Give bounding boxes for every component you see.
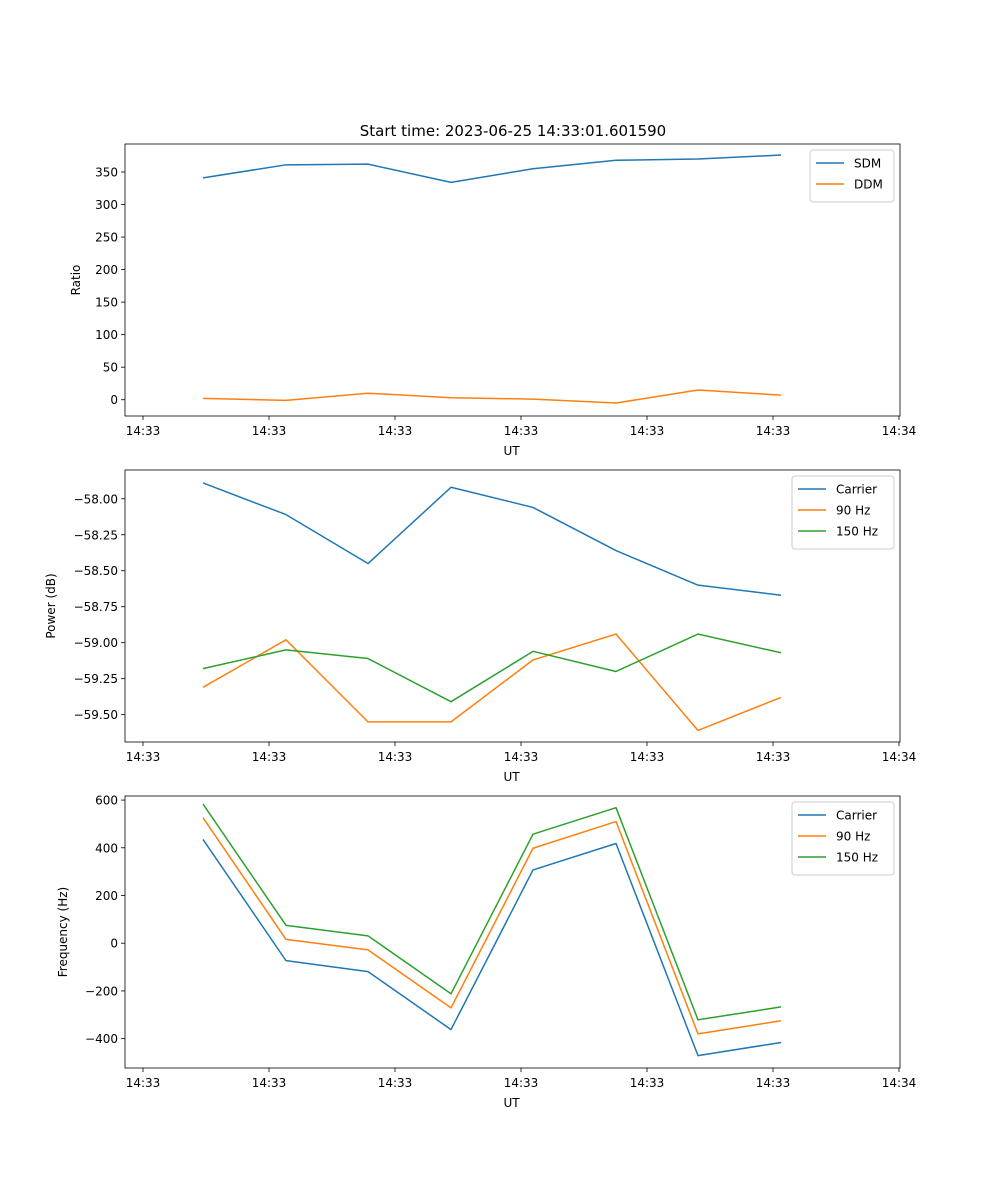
legend-label: SDM (854, 157, 881, 171)
y-tick-label: −58.50 (74, 564, 118, 578)
x-tick-label: 14:33 (126, 750, 161, 764)
ratio-panel: 14:33 14:33 14:33 14:33 14:33 14:33 14:34 0 50 10… (69, 143, 917, 458)
x-tick-label: 14:33 (630, 424, 665, 438)
axes-frame (124, 795, 901, 1069)
y-axis-label: Power (dB) (44, 573, 58, 638)
y-tick-label: 150 (95, 296, 118, 310)
x-axis-label: UT (503, 770, 520, 784)
y-tick-label: 200 (95, 889, 118, 903)
x-tick-label: 14:33 (756, 750, 791, 764)
figure-title: Start time: 2023-06-25 14:33:01.601590 (360, 122, 666, 140)
y-axis-label: Frequency (Hz) (56, 887, 70, 978)
x-tick-label: 14:33 (252, 424, 287, 438)
x-tick-label: 14:33 (630, 1076, 665, 1090)
x-tick-label: 14:33 (252, 750, 287, 764)
y-tick-label: 600 (95, 794, 118, 808)
y-tick-label: 0 (110, 937, 118, 951)
y-tick-label: 200 (95, 263, 118, 277)
legend-label: 150 Hz (836, 851, 878, 865)
legend-label: Carrier (836, 483, 877, 497)
y-tick-label: 300 (95, 198, 118, 212)
y-tick-label: −58.00 (74, 492, 118, 506)
x-tick-label: 14:33 (378, 750, 413, 764)
series-line-150-hz (202, 803, 782, 1021)
series-line-90-hz (202, 817, 782, 1035)
y-tick-label: 0 (110, 393, 118, 407)
series-line-sdm (202, 154, 782, 184)
x-axis-label: UT (503, 1096, 520, 1110)
x-tick-label: 14:33 (378, 1076, 413, 1090)
y-tick-label: −58.75 (74, 600, 118, 614)
x-tick-label: 14:33 (756, 1076, 791, 1090)
y-tick-label: 350 (95, 165, 118, 179)
legend-label: 90 Hz (836, 504, 870, 518)
x-tick-label: 14:34 (882, 1076, 917, 1090)
y-tick-label: −59.00 (74, 636, 118, 650)
power-panel: 14:33 14:33 14:33 14:33 14:33 14:33 14:34 −59.5… (44, 469, 917, 784)
x-tick-label: 14:33 (126, 424, 161, 438)
axes-frame (124, 143, 901, 417)
legend: Carrier 90 Hz 150 Hz (791, 475, 895, 550)
x-tick-label: 14:33 (126, 1076, 161, 1090)
frequency-panel: 14:33 14:33 14:33 14:33 14:33 14:33 14:34 −400 −… (56, 794, 916, 1110)
series-line-150-hz (202, 633, 782, 703)
legend: Carrier 90 Hz 150 Hz (791, 801, 895, 876)
legend-box (809, 149, 895, 203)
x-tick-label: 14:33 (756, 424, 791, 438)
legend-label: DDM (854, 178, 883, 192)
x-tick-label: 14:33 (504, 424, 539, 438)
y-tick-label: −59.25 (74, 672, 118, 686)
legend-label: Carrier (836, 809, 877, 823)
y-tick-label: −400 (85, 1032, 118, 1046)
y-tick-label: 250 (95, 231, 118, 245)
legend-label: 90 Hz (836, 830, 870, 844)
x-tick-label: 14:33 (504, 750, 539, 764)
y-axis-label: Ratio (69, 265, 83, 296)
y-tick-label: 100 (95, 328, 118, 342)
x-tick-label: 14:33 (630, 750, 665, 764)
y-tick-label: 50 (103, 361, 118, 375)
series-line-carrier (202, 482, 782, 596)
axes-frame (124, 469, 901, 743)
y-tick-label: −59.50 (74, 708, 118, 722)
y-tick-label: −58.25 (74, 528, 118, 542)
x-tick-label: 14:33 (378, 424, 413, 438)
x-axis-label: UT (503, 444, 520, 458)
legend-label: 150 Hz (836, 525, 878, 539)
series-line-ddm (202, 389, 782, 404)
series-line-carrier (202, 838, 782, 1057)
series-line-90-hz (202, 633, 782, 732)
y-tick-label: −200 (85, 984, 118, 998)
x-tick-label: 14:33 (252, 1076, 287, 1090)
x-tick-label: 14:34 (882, 750, 917, 764)
y-tick-label: 400 (95, 841, 118, 855)
x-tick-label: 14:34 (882, 424, 917, 438)
legend: SDM DDM (809, 149, 895, 203)
x-tick-label: 14:33 (504, 1076, 539, 1090)
